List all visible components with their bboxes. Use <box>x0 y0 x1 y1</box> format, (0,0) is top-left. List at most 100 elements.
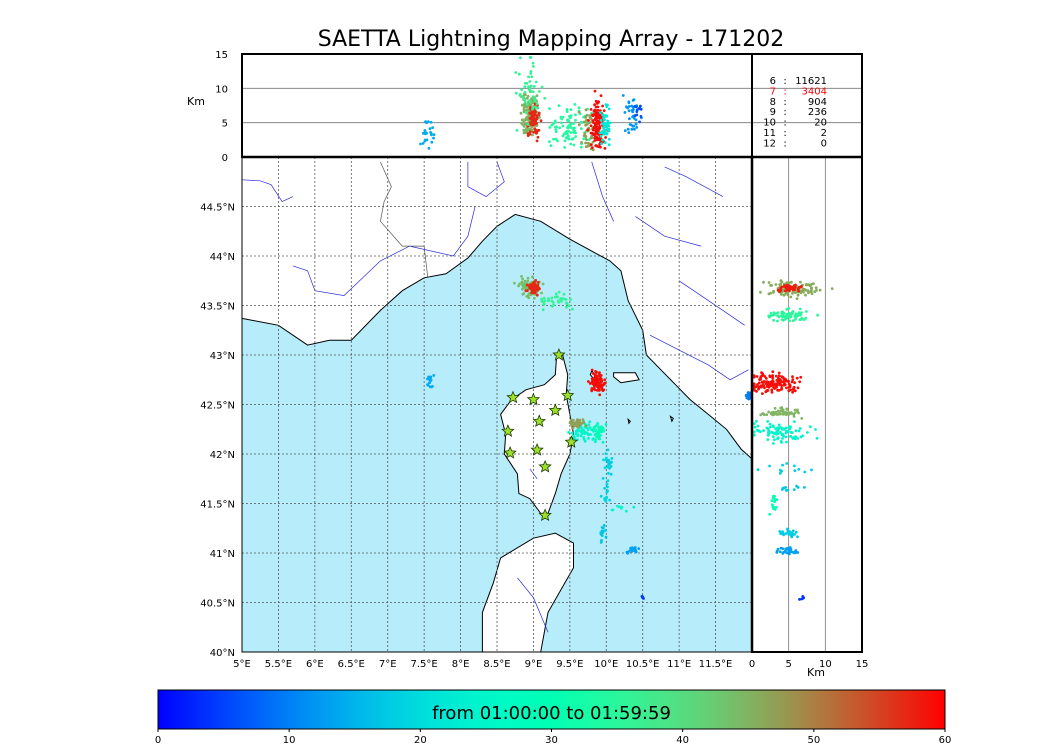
lightning-altitude-point <box>564 132 568 135</box>
lightning-altitude-point <box>795 484 798 488</box>
lightning-altitude-point <box>585 113 589 117</box>
lightning-altitude-point <box>777 371 781 375</box>
lightning-source-point <box>528 287 532 290</box>
lightning-altitude-point <box>761 373 765 377</box>
lightning-altitude-point <box>798 427 802 430</box>
lightning-altitude-point <box>523 90 527 94</box>
lightning-altitude-point <box>779 282 783 286</box>
lightning-altitude-point <box>599 134 603 138</box>
lightning-altitude-point <box>524 93 527 97</box>
lightning-altitude-point <box>596 145 600 148</box>
lightning-altitude-point <box>525 102 529 106</box>
lightning-altitude-point <box>804 293 807 297</box>
lightning-source-point <box>542 300 545 304</box>
lightning-source-point <box>579 434 583 438</box>
lightning-altitude-point <box>627 131 631 135</box>
lightning-altitude-point <box>756 468 760 471</box>
lightning-source-point <box>571 307 574 311</box>
lightning-altitude-point <box>755 375 759 378</box>
lightning-altitude-point <box>630 127 634 131</box>
lightning-altitude-point <box>771 435 775 438</box>
map-x-tick-label: 10.5°E <box>626 659 660 670</box>
lightning-source-point <box>603 466 607 470</box>
lightning-source-point <box>587 423 591 427</box>
altitude-tick-label: 0 <box>222 153 228 164</box>
lightning-altitude-point <box>783 289 787 293</box>
row-separator: : <box>783 128 786 139</box>
lightning-altitude-point <box>623 111 627 114</box>
map-y-tick-label: 40°N <box>210 648 235 659</box>
lightning-source-point <box>584 424 588 428</box>
lightning-source-point <box>605 456 608 460</box>
lightning-source-point <box>570 431 574 435</box>
lightning-altitude-point <box>779 439 783 443</box>
lightning-source-point <box>600 425 603 429</box>
lightning-altitude-point <box>607 127 611 131</box>
lightning-source-point <box>604 452 608 455</box>
lightning-altitude-point <box>633 127 636 131</box>
lightning-altitude-point <box>428 127 432 131</box>
lightning-altitude-point <box>792 415 796 418</box>
lightning-altitude-point <box>525 82 529 85</box>
lightning-altitude-point <box>585 138 588 142</box>
lightning-altitude-point <box>429 131 432 134</box>
lightning-source-point <box>560 297 564 300</box>
lightning-altitude-point <box>776 426 780 430</box>
station-star-icon <box>538 459 552 473</box>
lightning-altitude-point <box>593 139 597 142</box>
lightning-altitude-point <box>787 550 791 553</box>
lightning-altitude-point <box>815 436 819 440</box>
lightning-altitude-point <box>524 118 527 122</box>
lightning-altitude-point <box>752 422 756 426</box>
map-y-tick-label: 42.5°N <box>200 401 235 412</box>
lightning-altitude-point <box>580 141 583 144</box>
lightning-altitude-point <box>787 307 791 310</box>
lightning-altitude-point <box>773 438 776 442</box>
time-colorbar: from 01:00:00 to 01:59:59 0 10 20 30 40 50 60 <box>155 689 951 746</box>
lightning-source-point <box>573 437 577 440</box>
row-separator: : <box>783 76 786 87</box>
lightning-source-point <box>593 385 596 388</box>
lightning-altitude-point <box>795 551 799 554</box>
lightning-altitude-point <box>597 137 601 141</box>
lightning-altitude-point <box>538 116 541 119</box>
lightning-altitude-point <box>769 311 773 315</box>
lightning-altitude-point <box>773 494 776 498</box>
lightning-altitude-point <box>432 133 436 137</box>
lightning-altitude-point <box>792 488 796 491</box>
lightning-altitude-point <box>793 389 797 392</box>
lightning-altitude-point <box>429 120 433 124</box>
lightning-source-point <box>600 534 604 537</box>
lightning-altitude-point <box>789 411 793 414</box>
lightning-altitude-point <box>533 97 537 101</box>
lightning-altitude-point <box>430 140 434 144</box>
lightning-source-point <box>576 433 580 437</box>
lightning-source-point <box>634 550 638 554</box>
lightning-source-point <box>580 421 584 425</box>
lightning-source-point <box>605 482 609 486</box>
lightning-altitude-point <box>773 497 777 501</box>
lightning-source-point <box>541 282 545 286</box>
lightning-source-point <box>594 428 598 432</box>
lightning-source-point <box>603 486 606 490</box>
lightning-altitude-point <box>534 80 538 84</box>
lightning-altitude-point <box>781 486 785 490</box>
lightning-altitude-point <box>529 89 533 93</box>
lightning-altitude-point <box>582 137 586 141</box>
lightning-altitude-point <box>810 292 814 295</box>
lightning-altitude-point <box>527 85 530 89</box>
lightning-altitude-point <box>793 408 797 412</box>
lightning-altitude-point <box>777 410 781 413</box>
lightning-source-point <box>597 386 601 390</box>
lightning-source-point <box>580 432 584 436</box>
lightning-altitude-point <box>787 312 791 315</box>
lightning-altitude-point <box>549 144 553 148</box>
lightning-source-point <box>526 276 530 280</box>
lightning-source-point <box>602 388 606 392</box>
map-x-tick-label: 11.5°E <box>699 659 733 670</box>
lightning-altitude-point <box>796 437 799 440</box>
lightning-altitude-point <box>535 117 539 121</box>
lightning-source-point <box>550 296 554 300</box>
station-number: 12 <box>763 138 776 149</box>
lightning-altitude-point <box>793 411 797 415</box>
